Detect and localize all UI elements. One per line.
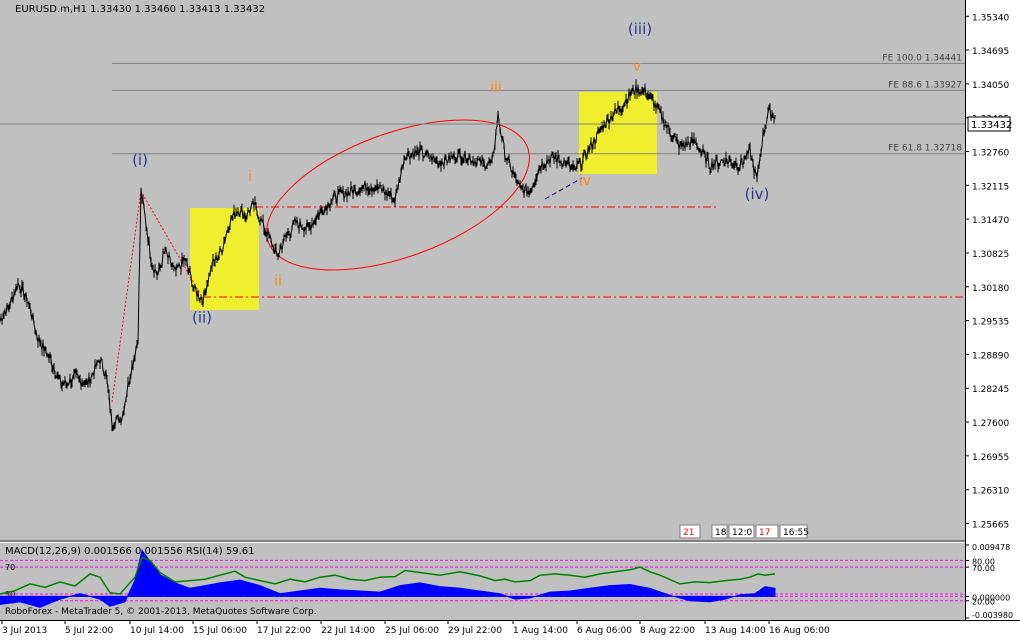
countdown-value: 21 — [683, 528, 694, 538]
price-axis-label: 1.26310 — [972, 487, 1009, 497]
countdown-box — [779, 524, 808, 539]
time-axis: 3 Jul 2013 5 Jul 22:00 10 Jul 14:00 15 Jul … — [1, 620, 830, 636]
time-axis-label: 6 Aug 06:00 — [577, 626, 632, 636]
countdown-value: 16:55 — [783, 528, 809, 538]
wave-label-primary: (iii) — [628, 20, 652, 38]
price-axis-label: 1.27600 — [972, 419, 1009, 429]
price-line — [0, 83, 776, 428]
current-price-box — [967, 116, 1011, 132]
rsi-line — [0, 556, 776, 595]
price-axis-label: 1.32115 — [972, 182, 1009, 192]
indicator-axis-label: 70.00 — [972, 564, 995, 573]
time-axis-label: 1 Aug 14:00 — [513, 626, 568, 636]
fib-lines: FE 100.0 1.34441 FE 88.6 1.33927 FE 61.8 1… — [112, 53, 965, 155]
countdown-value: 18 — [715, 528, 727, 538]
indicator-axis-label: -0.003980 — [972, 611, 1013, 620]
countdown-boxes: 21 18 12:0 17 16:55 — [679, 524, 809, 539]
wave-label-primary: (ii) — [192, 308, 212, 326]
time-axis-label: 17 Jul 22:00 — [257, 626, 311, 636]
time-axis-label: 3 Jul 2013 — [2, 626, 47, 636]
indicator-footer: RoboForex - MetaTrader 5, © 2001-2013, M… — [5, 607, 317, 617]
indicator-axis-label: 0.000000 — [972, 593, 1010, 602]
rsi-series-line — [0, 556, 776, 595]
wave-label-secondary: iii — [490, 80, 502, 96]
wave-label-secondary: ii — [274, 274, 282, 290]
channel-ellipse — [266, 119, 530, 271]
macd-hist-area — [0, 549, 776, 608]
rsi-level-label: 70 — [5, 563, 15, 572]
price-axis-label: 1.32760 — [972, 149, 1009, 159]
time-axis-label: 5 Jul 22:00 — [65, 626, 114, 636]
wave-label-secondary: i — [248, 169, 252, 185]
fib-level-label: FE 100.0 1.34441 — [882, 53, 962, 63]
time-axis-label: 22 Jul 14:00 — [321, 626, 375, 636]
countdown-box — [711, 524, 728, 539]
countdown-value: 17 — [759, 528, 770, 538]
time-axis-label: 25 Jul 06:00 — [385, 626, 439, 636]
time-axis-label: 29 Jul 22:00 — [448, 626, 502, 636]
rsi-level-label: 30 — [5, 590, 15, 599]
wave-label-secondary: iv — [579, 173, 591, 189]
countdown-box — [679, 524, 701, 539]
fib-level-label: FE 61.8 1.32718 — [888, 144, 962, 154]
indicator-axis-label: 80.00 — [972, 557, 995, 566]
price-series — [0, 79, 776, 432]
indicator-axis-label: 20.00 — [972, 598, 995, 607]
price-axis-label: 1.28245 — [972, 385, 1009, 395]
price-axis-label: 1.30180 — [972, 284, 1009, 294]
price-axis-label: 1.31470 — [972, 216, 1009, 226]
price-axis-label: 1.29535 — [972, 318, 1009, 328]
price-axis-label: 1.34050 — [972, 81, 1009, 91]
wave-label-primary: (i) — [132, 151, 148, 169]
price-header: EURUSD.m,H1 1.33430 1.33460 1.33413 1.33… — [15, 4, 265, 15]
price-axis-label: 1.26955 — [972, 453, 1009, 463]
time-axis-label: 13 Aug 14:00 — [705, 626, 766, 636]
current-price-label: 1.33432 — [971, 120, 1012, 131]
fib-level-label: FE 88.6 1.33927 — [888, 80, 962, 90]
price-axis-label: 1.25665 — [972, 520, 1009, 530]
wave-label-primary: (iv) — [745, 185, 770, 203]
indicator-header: MACD(12,26,9) 0.001566 0.001556 RSI(14) … — [5, 546, 255, 557]
wave-iv-trendline — [544, 177, 583, 200]
wave-ii-highlight — [190, 208, 259, 310]
time-axis-label: 8 Aug 22:00 — [640, 626, 695, 636]
price-axis-label: 1.34695 — [972, 47, 1009, 57]
price-panel[interactable] — [0, 0, 965, 540]
time-axis-label: 10 Jul 14:00 — [130, 626, 184, 636]
time-axis-label: 15 Jul 06:00 — [193, 626, 247, 636]
indicator-axis-label: 0.009478 — [972, 543, 1010, 552]
countdown-value: 12:0 — [732, 528, 752, 538]
countdown-box — [728, 524, 755, 539]
countdown-box — [755, 524, 779, 539]
price-axis-label: 1.28890 — [972, 351, 1009, 361]
price-axis: 1.353401.346951.340501.334051.327601.321… — [965, 13, 1009, 530]
time-axis-label: 16 Aug 06:00 — [769, 626, 830, 636]
price-axis-label: 1.30825 — [972, 250, 1009, 260]
wave-label-secondary: v — [633, 59, 641, 75]
macd-histogram — [0, 549, 776, 608]
price-axis-label: 1.35340 — [972, 13, 1009, 23]
